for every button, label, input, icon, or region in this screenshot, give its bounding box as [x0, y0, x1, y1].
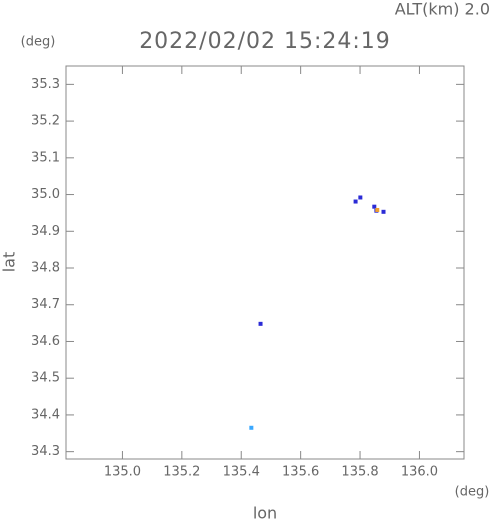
- y-tick-label: 35.3: [31, 77, 60, 92]
- y-tick-label: 35.2: [31, 114, 60, 129]
- point: [381, 209, 386, 214]
- y-tick-label: 34.7: [31, 297, 60, 312]
- y-tick-label: 34.3: [31, 444, 60, 459]
- altitude-annotation: ALT(km) 2.0: [395, 0, 490, 19]
- x-tick-label: 135.4: [223, 465, 260, 480]
- point: [372, 204, 377, 209]
- x-tick-label: 135.6: [282, 465, 319, 480]
- point: [258, 321, 263, 326]
- x-tick-label: 135.0: [104, 465, 141, 480]
- point: [353, 199, 358, 204]
- x-tick-label: 135.2: [163, 465, 200, 480]
- x-tick-label: 136.0: [401, 465, 438, 480]
- y-unit: (deg): [21, 35, 56, 50]
- y-tick-label: 35.1: [31, 150, 60, 165]
- y-tick-label: 34.5: [31, 371, 60, 386]
- y-tick-label: 34.8: [31, 261, 60, 276]
- x-axis-label: lon: [253, 504, 277, 521]
- point: [358, 195, 363, 200]
- point: [375, 207, 380, 212]
- y-tick-label: 34.4: [31, 407, 60, 422]
- y-axis-label: lat: [0, 252, 19, 273]
- plot-frame: [65, 65, 465, 460]
- x-unit: (deg): [455, 485, 490, 500]
- chart-title: 2022/02/02 15:24:19: [139, 29, 391, 54]
- x-tick-label: 135.8: [341, 465, 378, 480]
- y-tick-label: 34.9: [31, 224, 60, 239]
- y-tick-label: 34.6: [31, 334, 60, 349]
- point: [249, 425, 254, 430]
- y-tick-label: 35.0: [31, 187, 60, 202]
